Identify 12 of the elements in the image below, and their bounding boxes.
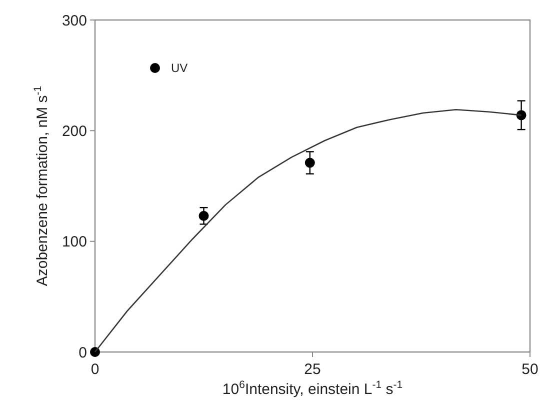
x-tick-label: 25 [304,361,321,378]
point [90,347,100,357]
point [304,158,315,168]
x-axis-title: 10$^{6}$Intensity, einstein L$^{-1}$ s$^{-1}$ [222,379,403,398]
y-tick-label: 300 [62,12,87,30]
y-tick-label: 100 [62,234,87,251]
legend-label: UV [171,61,188,76]
x-tick-label: 50 [522,361,538,378]
x-tick-label: 0 [90,361,100,378]
point [198,210,209,221]
y-tick-label: 0 [78,344,87,362]
y-tick-label: 200 [62,122,87,140]
